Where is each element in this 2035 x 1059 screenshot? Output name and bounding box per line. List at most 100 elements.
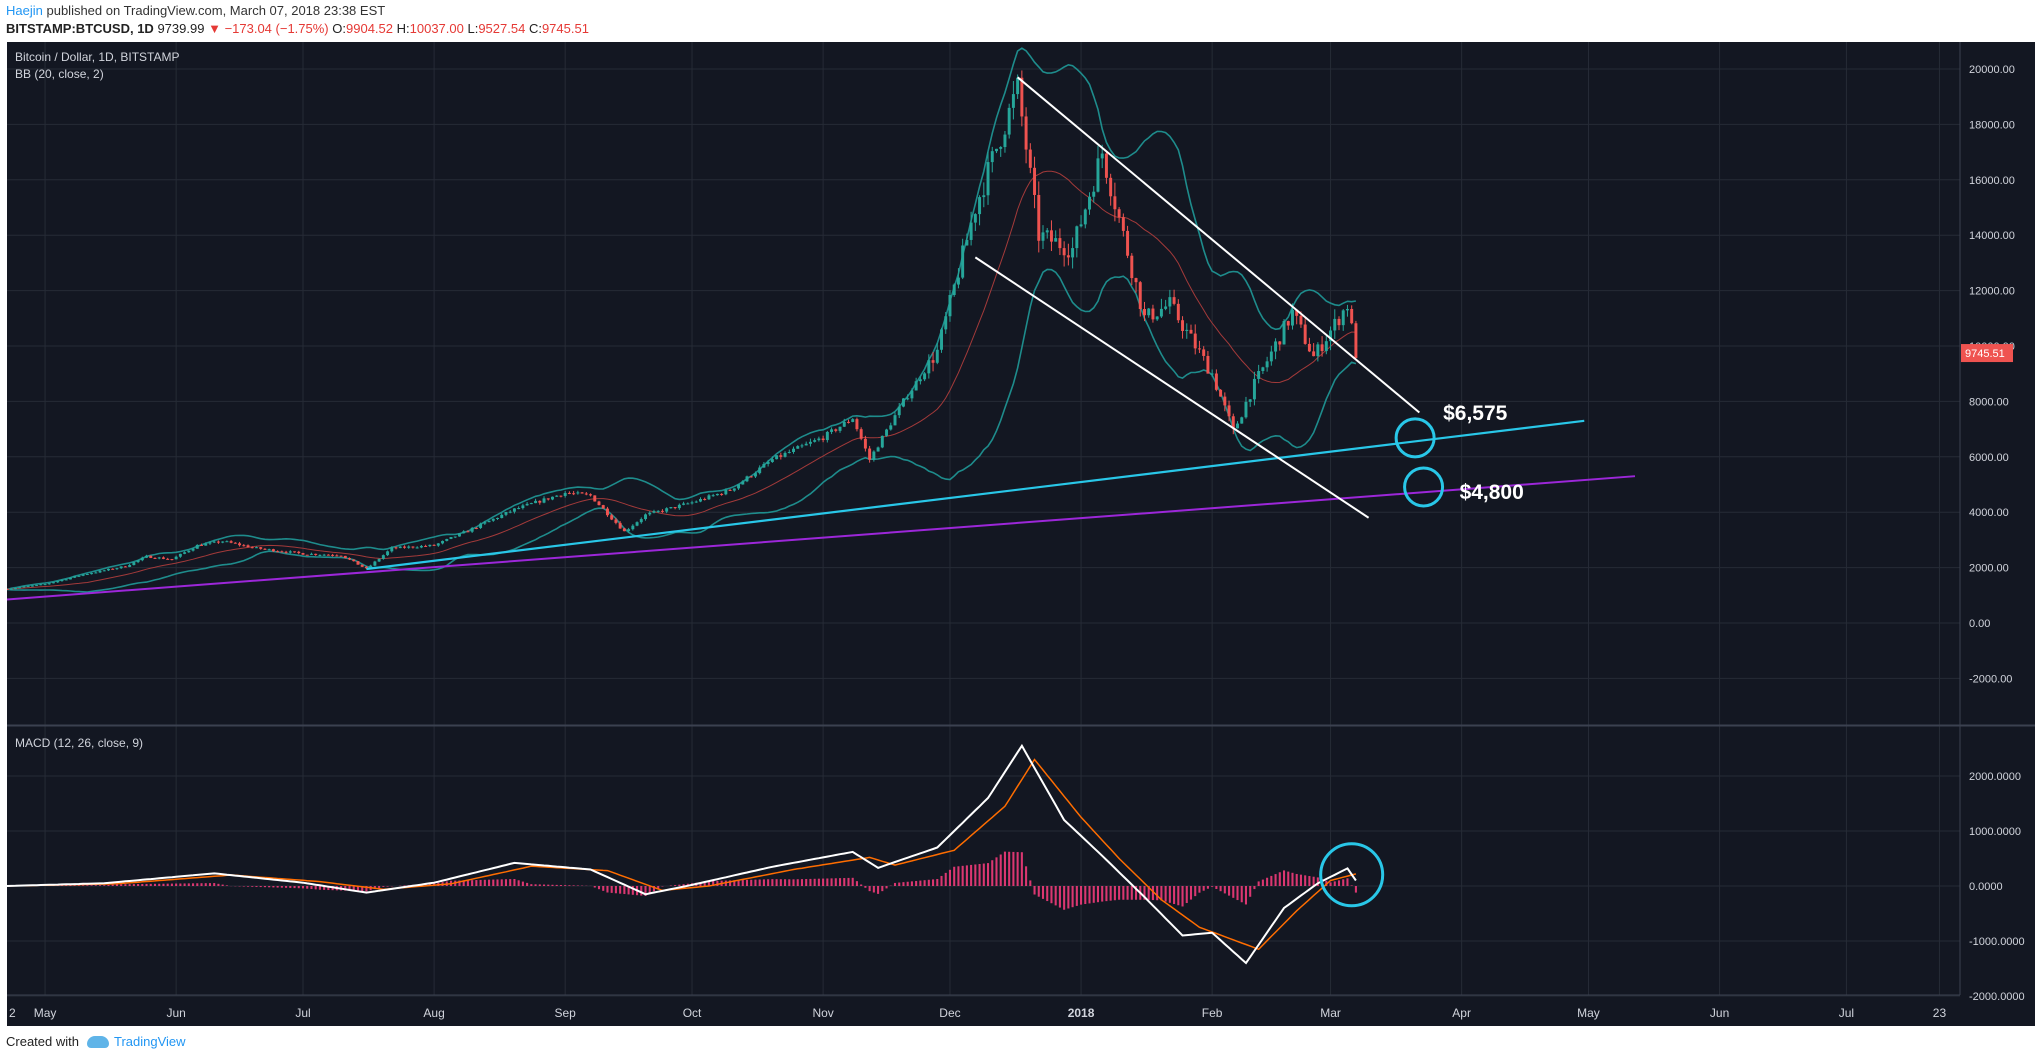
low-label: L: <box>467 21 479 36</box>
y-tick-label: 0.00 <box>1969 618 1990 630</box>
macd-pane[interactable] <box>7 743 1385 965</box>
candle-body <box>766 462 770 464</box>
candle-body <box>259 547 263 549</box>
candle-body <box>1176 303 1180 321</box>
candle-body <box>1049 230 1053 242</box>
candle-body <box>415 547 419 549</box>
candle-body <box>166 558 170 560</box>
candle-body <box>694 501 698 503</box>
candle-body <box>301 553 305 555</box>
cyan-support-line <box>366 419 1585 571</box>
candle-body <box>889 425 893 430</box>
annotation-6575-circle <box>1394 417 1436 459</box>
candle-body <box>64 579 68 581</box>
macd-y-tick-label: 2000.0000 <box>1969 771 2021 783</box>
candle-body <box>424 545 428 547</box>
candle-body <box>542 498 546 503</box>
candle-body <box>699 498 702 502</box>
candle-body <box>859 429 863 439</box>
x-tick-label: Mar <box>1320 1006 1341 1020</box>
candle-body <box>720 493 724 495</box>
candle-body <box>183 552 187 554</box>
candle-body <box>673 507 677 509</box>
candle-body <box>1291 309 1294 326</box>
candle-body <box>1007 107 1011 135</box>
candle-body <box>30 585 34 587</box>
candle-body <box>212 541 216 543</box>
candle-body <box>1240 417 1244 424</box>
candle-body <box>1147 308 1151 316</box>
candle-body <box>1214 373 1218 390</box>
candle-body <box>635 522 639 526</box>
candle-body <box>825 431 829 441</box>
candle-body <box>360 564 364 567</box>
candle-body <box>986 162 990 196</box>
candle-body <box>276 551 280 553</box>
footer: Created with TradingView <box>6 1034 186 1049</box>
tradingview-link[interactable]: TradingView <box>86 1034 186 1049</box>
candle-body <box>901 398 905 407</box>
candle-body <box>170 559 174 561</box>
candle-body <box>618 522 622 529</box>
candle-body <box>297 551 301 554</box>
candle-body <box>521 505 525 509</box>
candle-body <box>665 508 669 512</box>
author-link[interactable]: Haejin <box>6 3 43 18</box>
candle-body <box>741 481 745 485</box>
candle-body <box>85 574 89 576</box>
candle-body <box>973 214 977 223</box>
candle-body <box>990 151 994 163</box>
candle-body <box>1189 329 1193 334</box>
candle-body <box>352 559 356 562</box>
candle-body <box>749 476 753 478</box>
x-tick-label: May <box>1577 1006 1600 1020</box>
candle-body <box>906 398 910 400</box>
candle-body <box>191 548 195 551</box>
candle-body <box>394 547 398 549</box>
candle-body <box>876 447 880 452</box>
ticker-line: BITSTAMP:BTCUSD, 1D 9739.99 ▼ −173.04 (−… <box>6 21 589 36</box>
candle-body <box>982 195 986 198</box>
high-value: 10037.00 <box>409 21 464 36</box>
candle-body <box>500 514 504 518</box>
candle-body <box>123 566 127 568</box>
candle-body <box>1274 341 1278 352</box>
candle-body <box>1227 405 1231 417</box>
candle-body <box>491 518 495 521</box>
bb-basis <box>7 170 1356 590</box>
candle-body <box>686 503 690 505</box>
candle-body <box>1041 232 1045 241</box>
candle-body <box>81 574 85 576</box>
candle-body <box>1092 191 1096 197</box>
candle-body <box>111 568 115 570</box>
y-tick-label: 20000.00 <box>1969 64 2015 76</box>
candle-body <box>377 558 381 562</box>
candle-body <box>792 448 795 453</box>
candle-body <box>555 495 559 497</box>
candle-body <box>356 561 360 565</box>
candle-body <box>504 511 508 515</box>
candle-body <box>305 554 309 556</box>
candle-body <box>1037 194 1041 241</box>
bb-lower-band <box>7 268 1357 593</box>
candle-body <box>153 557 157 559</box>
candle-body <box>94 572 98 574</box>
candle-body <box>1096 158 1100 192</box>
x-tick-label: Dec <box>939 1006 960 1020</box>
candle-body <box>309 553 313 555</box>
price-pane[interactable]: $6,575 $4,800 <box>7 47 1636 601</box>
candle-body <box>1197 348 1201 350</box>
candle-body <box>1071 248 1075 258</box>
candle-body <box>1033 167 1037 195</box>
candle-body <box>660 510 664 512</box>
candle-body <box>796 446 800 449</box>
candle-body <box>961 245 965 278</box>
candle-body <box>910 390 914 399</box>
annotation-6575-label: $6,575 <box>1443 402 1508 425</box>
chart-canvas[interactable]: $6,575 $4,800 2 May Jun Jul Aug Sep Oct Nov Dec 20… <box>7 42 2035 1026</box>
candle-body <box>35 584 39 586</box>
candle-body <box>1109 177 1113 197</box>
candle-body <box>208 542 212 544</box>
candle-body <box>381 555 385 559</box>
candle-body <box>474 527 478 529</box>
